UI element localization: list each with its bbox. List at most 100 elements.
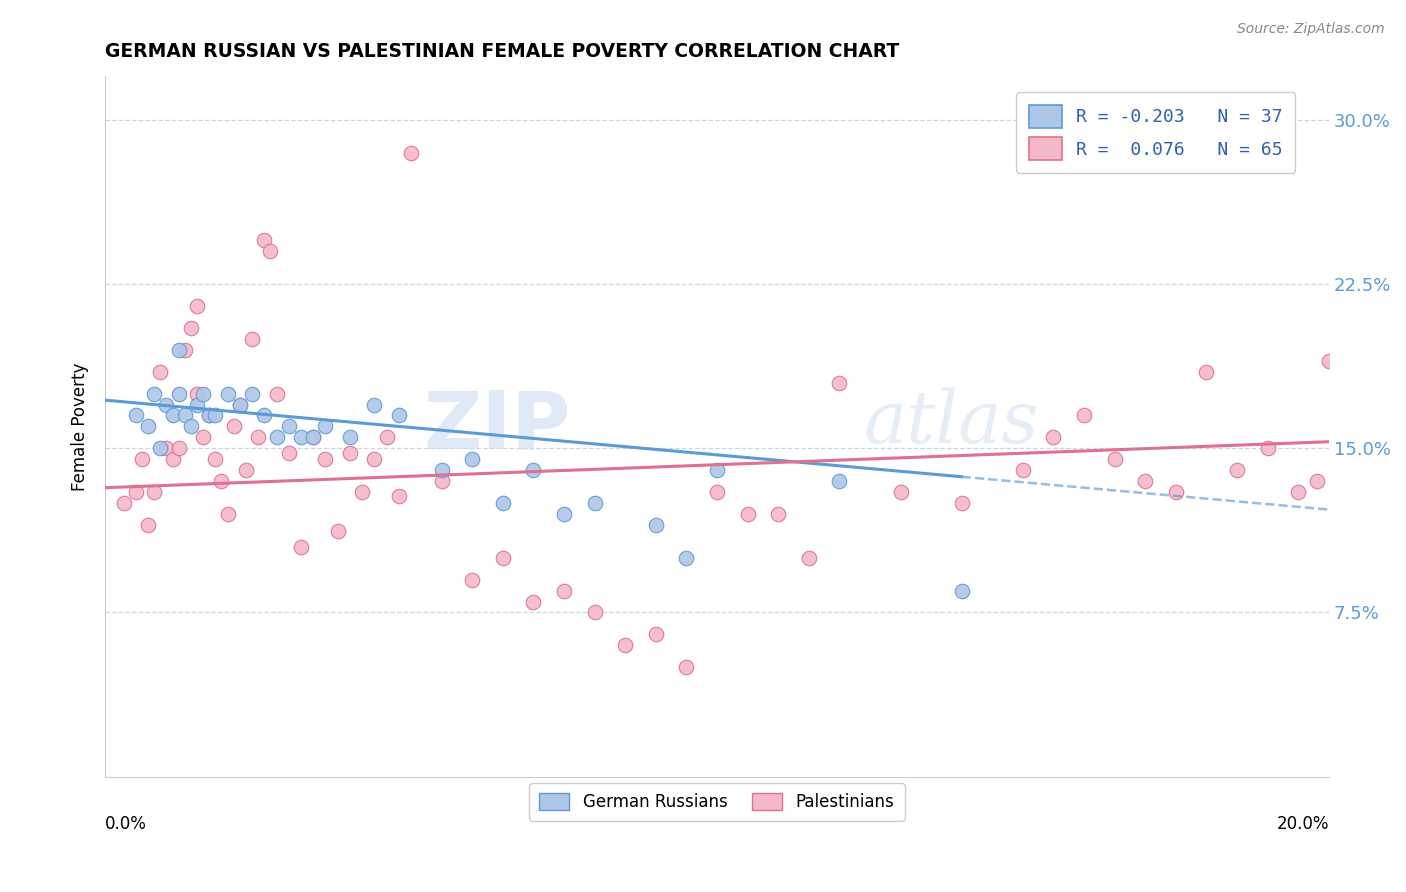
Point [162,452,184,467]
Point [186,386,208,401]
Point [583,606,606,620]
Point [889,485,911,500]
Point [492,496,515,510]
Point [1317,353,1340,368]
Point [553,507,575,521]
Point [240,386,263,401]
Point [388,409,411,423]
Point [173,343,195,357]
Point [1012,463,1035,477]
Point [198,409,221,423]
Point [314,419,336,434]
Point [828,376,851,390]
Point [375,430,398,444]
Point [167,386,190,401]
Point [1226,463,1249,477]
Point [352,485,374,500]
Point [1195,365,1218,379]
Point [461,452,484,467]
Point [167,442,190,456]
Y-axis label: Female Poverty: Female Poverty [72,362,89,491]
Point [290,540,312,554]
Point [339,430,361,444]
Point [229,398,252,412]
Point [553,583,575,598]
Point [644,517,666,532]
Point [266,386,288,401]
Point [363,452,385,467]
Point [180,321,202,335]
Text: atlas: atlas [863,388,1039,458]
Point [1073,409,1095,423]
Point [706,485,728,500]
Point [136,517,159,532]
Text: 20.0%: 20.0% [1277,815,1329,833]
Point [363,398,385,412]
Point [191,386,214,401]
Point [277,419,299,434]
Point [644,627,666,641]
Point [302,430,325,444]
Point [253,233,276,247]
Point [1042,430,1064,444]
Point [737,507,759,521]
Point [143,485,166,500]
Point [235,463,257,477]
Point [222,419,245,434]
Point [229,398,252,412]
Point [143,386,166,401]
Point [204,409,226,423]
Point [461,573,484,587]
Point [1305,474,1327,488]
Point [766,507,789,521]
Point [167,343,190,357]
Point [149,442,172,456]
Point [950,496,973,510]
Point [492,550,515,565]
Point [950,583,973,598]
Point [302,430,325,444]
Point [1104,452,1126,467]
Point [191,430,214,444]
Point [1135,474,1157,488]
Point [522,463,544,477]
Point [828,474,851,488]
Point [522,594,544,608]
Point [290,430,312,444]
Point [253,409,276,423]
Point [149,365,172,379]
Text: ZIP: ZIP [423,387,571,466]
Point [155,398,177,412]
Point [399,145,422,160]
Point [614,638,637,652]
Point [1164,485,1187,500]
Point [314,452,336,467]
Point [112,496,135,510]
Point [204,452,226,467]
Point [136,419,159,434]
Point [198,409,221,423]
Point [388,490,411,504]
Point [211,474,233,488]
Point [326,524,349,539]
Legend: German Russians, Palestinians: German Russians, Palestinians [530,782,904,821]
Point [675,550,697,565]
Point [186,398,208,412]
Point [339,445,361,459]
Point [173,409,195,423]
Point [217,507,239,521]
Point [277,445,299,459]
Point [259,244,281,259]
Point [247,430,270,444]
Point [706,463,728,477]
Point [1286,485,1309,500]
Point [186,299,208,313]
Point [583,496,606,510]
Point [180,419,202,434]
Point [155,442,177,456]
Point [266,430,288,444]
Point [131,452,153,467]
Point [217,386,239,401]
Point [240,332,263,346]
Point [1257,442,1279,456]
